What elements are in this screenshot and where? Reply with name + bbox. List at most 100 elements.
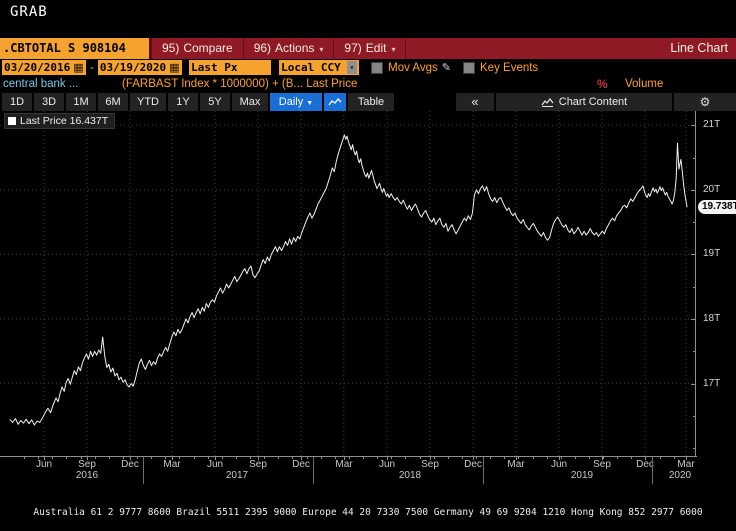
security-ticker-input[interactable]: .CBTOTAL S 908104 — [0, 38, 152, 59]
x-axis-month-tick — [405, 457, 406, 459]
x-axis-quarter-tick — [602, 457, 603, 460]
x-axis-month-label: Dec — [121, 459, 139, 470]
actions-menu-button[interactable]: 96) Actions ▾ — [244, 38, 335, 59]
window-titlebar: GRAB — [0, 0, 736, 38]
x-axis-month-tick — [222, 457, 223, 459]
x-axis-month-tick — [363, 457, 364, 459]
x-axis-month-label: Jun — [35, 459, 53, 470]
period-button-3d[interactable]: 3D — [34, 93, 64, 111]
date-range-separator: - — [90, 61, 94, 74]
x-axis-month-tick — [307, 457, 308, 459]
security-formula-label: (FARBAST Index * 1000000) + (B... Last P… — [122, 78, 358, 90]
x-axis-month-tick — [250, 457, 251, 459]
year-separator — [483, 457, 484, 484]
x-axis-month-tick — [81, 457, 82, 459]
x-axis-month-tick — [533, 457, 534, 459]
x-axis-quarter-tick — [258, 457, 259, 460]
x-axis-quarter-tick — [44, 457, 45, 460]
x-axis-month-tick — [674, 457, 675, 459]
chart-type-label: Line Chart — [670, 41, 728, 55]
mov-avgs-label: Mov Avgs — [388, 61, 438, 74]
x-axis-month-tick — [349, 457, 350, 459]
y-axis-label: 19T — [703, 248, 721, 259]
y-axis-label: 21T — [703, 119, 721, 130]
x-axis-month-tick — [561, 457, 562, 459]
pencil-icon[interactable]: ✎ — [441, 61, 452, 74]
edit-menu-button[interactable]: 97) Edit ▾ — [334, 38, 407, 59]
y-axis-minor-tick — [693, 448, 696, 449]
y-axis-minor-tick — [693, 158, 696, 159]
period-button-1m[interactable]: 1M — [66, 93, 96, 111]
compare-button[interactable]: 95) Compare — [152, 38, 244, 59]
legend[interactable]: Last Price 16.437T — [4, 113, 116, 129]
currency-select[interactable]: Local CCY ▾ — [279, 60, 360, 75]
y-axis-label: 20T — [703, 184, 721, 195]
x-axis-month-label: Jun — [378, 459, 396, 470]
volume-toggle-label[interactable]: Volume — [625, 78, 664, 90]
price-field-input[interactable]: Last Px — [189, 60, 272, 75]
x-axis-month-tick — [194, 457, 195, 459]
period-button-1d[interactable]: 1D — [2, 93, 32, 111]
x-axis-year-label: 2018 — [398, 470, 422, 481]
x-axis-month-tick — [490, 457, 491, 459]
x-axis-quarter-tick — [559, 457, 560, 460]
x-axis-month-tick — [24, 457, 25, 459]
key-events-checkbox[interactable] — [463, 61, 476, 74]
collapse-panel-button[interactable]: « — [456, 93, 494, 111]
line-chart-icon[interactable] — [324, 93, 346, 111]
chart-area[interactable]: Last Price 16.437T 21T 20T 19T 18T 17T 19.738… — [0, 111, 736, 484]
chart-name-label[interactable]: central bank ... — [3, 78, 79, 90]
period-button-ytd[interactable]: YTD — [130, 93, 166, 111]
x-axis-month-label: Dec — [464, 459, 482, 470]
chevron-down-icon: ▼ — [306, 100, 314, 107]
x-axis-month-label: Mar — [507, 459, 525, 470]
period-button-max[interactable]: Max — [232, 93, 268, 111]
chart-content-label: Chart Content — [558, 96, 628, 108]
y-axis-tick — [691, 384, 696, 385]
frequency-select[interactable]: Daily ▼ — [270, 93, 322, 111]
x-axis-month-tick — [518, 457, 519, 459]
x-axis-month-tick — [504, 457, 505, 459]
legend-label: Last Price — [20, 115, 67, 127]
x-axis-quarter-tick — [387, 457, 388, 460]
x-axis-quarter-tick — [686, 457, 687, 460]
x-axis-month-tick — [95, 457, 96, 459]
y-axis-minor-tick — [693, 351, 696, 352]
x-axis-month-tick — [575, 457, 576, 459]
x-axis-month-label: Sep — [593, 459, 611, 470]
date-to-input[interactable]: 03/19/2020 ▦ — [97, 60, 183, 75]
gear-icon[interactable]: ⚙ — [674, 93, 736, 111]
period-button-1y[interactable]: 1Y — [168, 93, 198, 111]
x-axis-quarter-tick — [430, 457, 431, 460]
x-axis-quarter-tick — [301, 457, 302, 460]
table-button[interactable]: Table — [348, 93, 394, 111]
percent-toggle-icon[interactable]: % — [597, 77, 608, 91]
x-axis-month-tick — [547, 457, 548, 459]
x-axis-year-label: 2020 — [668, 470, 692, 481]
window-title: GRAB — [10, 4, 48, 20]
x-axis-month-label: Jun — [206, 459, 224, 470]
period-button-5y[interactable]: 5Y — [200, 93, 230, 111]
x-axis-year-label: 2016 — [75, 470, 99, 481]
x-axis-quarter-tick — [130, 457, 131, 460]
calendar-icon[interactable]: ▦ — [73, 61, 84, 74]
x-axis-month-tick — [137, 457, 138, 459]
price-plot[interactable] — [0, 111, 695, 456]
x-axis-month-label: Dec — [292, 459, 310, 470]
date-from-input[interactable]: 03/20/2016 ▦ — [2, 60, 87, 75]
actions-label: Actions — [275, 41, 315, 55]
security-description-row: central bank ... (FARBAST Index * 100000… — [0, 76, 736, 93]
date-from-value: 03/20/2016 — [4, 61, 71, 74]
x-axis-month-tick — [420, 457, 421, 459]
date-controls-row: 03/20/2016 ▦ - 03/19/2020 ▦ Last Px Local … — [0, 59, 736, 76]
mov-avgs-checkbox[interactable] — [371, 61, 384, 74]
year-separator — [313, 457, 314, 484]
calendar-icon[interactable]: ▦ — [169, 61, 180, 74]
period-button-6m[interactable]: 6M — [98, 93, 128, 111]
chart-content-button[interactable]: Chart Content — [496, 93, 672, 111]
x-axis-month-label: Mar — [677, 459, 695, 470]
x-axis-month-tick — [208, 457, 209, 459]
x-axis-month-tick — [109, 457, 110, 459]
y-axis-tick — [691, 125, 696, 126]
